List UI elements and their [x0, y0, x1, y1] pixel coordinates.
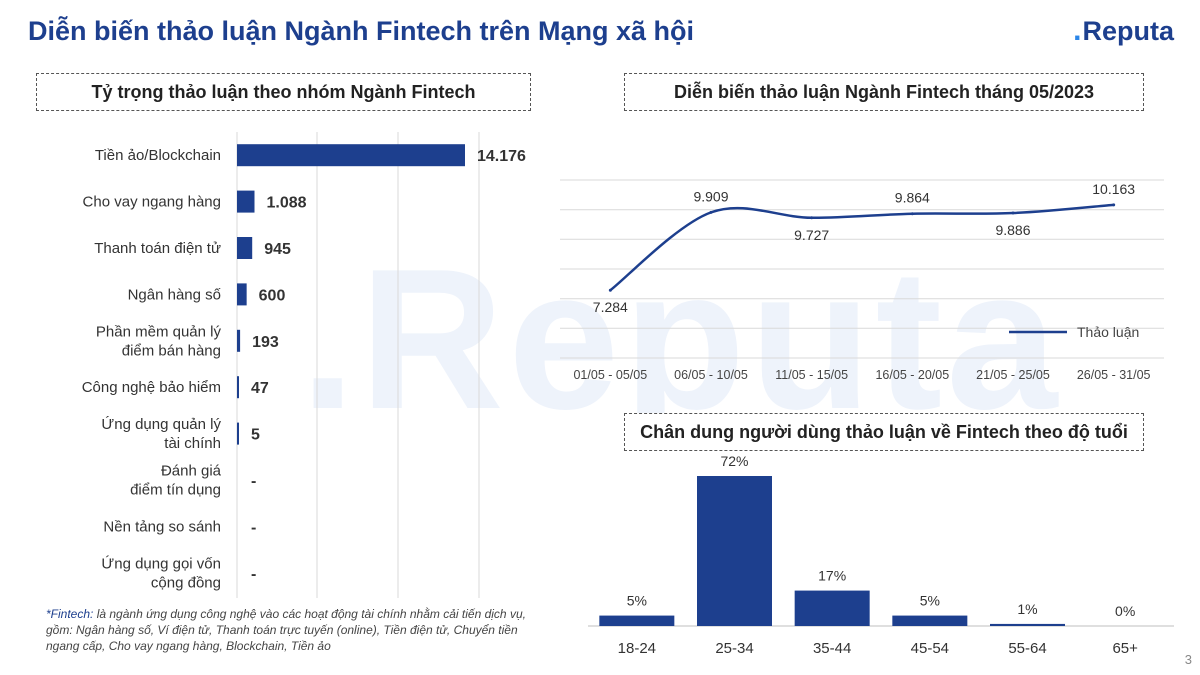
logo-text: Reputa — [1082, 16, 1174, 46]
logo-dot: . — [1073, 14, 1082, 47]
line-point-4 — [1011, 211, 1015, 215]
age-value-label-0: 5% — [627, 593, 647, 609]
age-category-label-0: 18-24 — [618, 640, 656, 657]
legend-label: Thảo luận — [1077, 324, 1139, 340]
page-title: Diễn biến thảo luận Ngành Fintech trên M… — [28, 16, 695, 46]
bar-category-label-7: Đánh giá điểm tín dụng — [130, 463, 222, 499]
footnote-key: *Fintech: — [46, 607, 94, 621]
reputa-logo: . Reputa — [1073, 14, 1174, 48]
age-category-label-4: 55-64 — [1008, 640, 1046, 657]
bar-category-label-9: Ứng dụng gọi vốn cộng đồng — [101, 555, 221, 591]
line-point-3 — [910, 212, 914, 216]
bar-category-label-1: Cho vay ngang hàng — [83, 194, 221, 211]
age-category-label-5: 65+ — [1112, 640, 1138, 657]
age-chart-title: Chân dung người dùng thảo luận về Fintec… — [624, 413, 1144, 451]
line-x-tick-0: 01/05 - 05/05 — [573, 368, 647, 382]
bar-4 — [237, 329, 241, 352]
age-bar-0 — [599, 615, 675, 626]
footnote: *Fintech: là ngành ứng dụng công nghệ và… — [46, 606, 536, 654]
bar-value-label-0: 14.176 — [477, 148, 526, 165]
bar-category-label-5: Công nghệ bảo hiểm — [82, 379, 221, 396]
bar-1 — [237, 190, 255, 213]
age-value-label-2: 17% — [818, 568, 846, 584]
trend-line-chart: 7.284 01/05 - 05/05 9.909 06/05 - 10/05 9.72… — [560, 179, 1164, 382]
age-value-label-4: 1% — [1017, 601, 1037, 617]
line-value-label-2: 9.727 — [794, 227, 829, 243]
line-value-label-0: 7.284 — [593, 299, 628, 315]
age-bar-4 — [990, 623, 1065, 626]
line-value-label-5: 10.163 — [1092, 181, 1135, 197]
line-x-tick-5: 26/05 - 31/05 — [1077, 368, 1151, 382]
bar-3 — [237, 283, 247, 306]
trend-chart-title: Diễn biến thảo luận Ngành Fintech tháng … — [624, 73, 1144, 111]
line-x-tick-4: 21/05 - 25/05 — [976, 368, 1050, 382]
series-line-thao-luan — [609, 203, 1114, 292]
age-category-label-3: 45-54 — [911, 640, 949, 657]
line-point-2 — [810, 216, 814, 220]
bar-value-label-9: - — [251, 566, 256, 583]
age-bar-3 — [892, 615, 968, 626]
age-bar-2 — [794, 590, 870, 626]
bar-value-label-3: 600 — [259, 287, 286, 304]
bar-category-label-3: Ngân hàng số — [128, 286, 222, 303]
bar-value-label-8: - — [251, 519, 256, 536]
category-bar-chart: 14.176 Tiền ảo/Blockchain 1.088 Cho vay nga… — [82, 132, 526, 598]
line-x-tick-3: 16/05 - 20/05 — [875, 368, 949, 382]
category-chart-title: Tỷ trọng thảo luận theo nhóm Ngành Finte… — [36, 73, 531, 111]
bar-value-label-1: 1.088 — [266, 195, 306, 212]
line-point-5 — [1112, 203, 1116, 207]
age-value-label-1: 72% — [720, 453, 748, 469]
age-bar-1 — [697, 476, 772, 626]
age-category-label-1: 25-34 — [715, 640, 753, 657]
age-category-label-2: 35-44 — [813, 640, 851, 657]
bar-6 — [237, 422, 239, 445]
bar-category-label-0: Tiền ảo/Blockchain — [95, 147, 221, 164]
bar-5 — [237, 376, 239, 399]
bar-value-label-4: 193 — [252, 334, 279, 351]
bar-value-label-7: - — [251, 473, 256, 490]
line-x-tick-1: 06/05 - 10/05 — [674, 368, 748, 382]
line-value-label-4: 9.886 — [995, 222, 1030, 238]
bar-value-label-5: 47 — [251, 380, 269, 397]
bar-0 — [237, 144, 465, 167]
page-number: 3 — [1184, 652, 1192, 667]
line-value-label-1: 9.909 — [693, 188, 728, 204]
footnote-text: là ngành ứng dụng công nghệ vào các hoạt… — [46, 607, 526, 653]
bar-2 — [237, 237, 253, 259]
line-x-tick-2: 11/05 - 15/05 — [775, 368, 848, 382]
bar-value-label-2: 945 — [264, 241, 291, 258]
line-point-0 — [608, 288, 612, 292]
age-value-label-5: 0% — [1115, 603, 1135, 619]
bar-category-label-2: Thanh toán điện tử — [94, 240, 221, 257]
bar-category-label-6: Ứng dụng quản lý tài chính — [101, 416, 221, 452]
line-point-1 — [709, 210, 713, 214]
age-value-label-3: 5% — [920, 593, 940, 609]
age-bar-chart: 5% 18-24 72% 25-34 17% 35-44 5% 45-54 1% 55-64 0% 6… — [588, 453, 1174, 657]
bar-value-label-6: 5 — [251, 427, 260, 444]
bar-category-label-4: Phần mềm quản lý điểm bán hàng — [96, 323, 222, 359]
line-value-label-3: 9.864 — [895, 190, 930, 206]
bar-category-label-8: Nền tảng so sánh — [103, 518, 221, 535]
